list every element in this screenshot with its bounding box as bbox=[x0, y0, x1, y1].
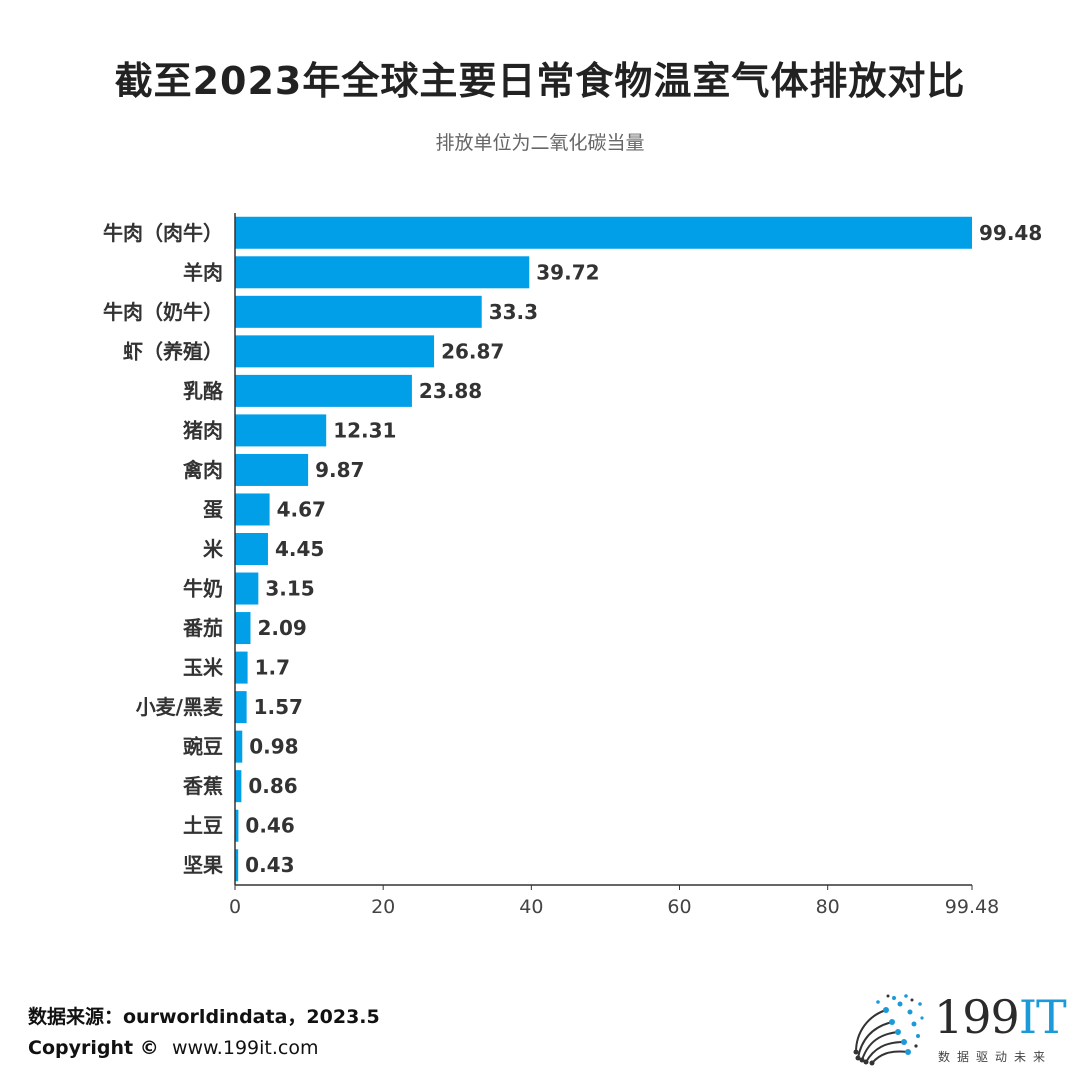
category-label: 米 bbox=[203, 537, 224, 561]
chart-title: 截至2023年全球主要日常食物温室气体排放对比 bbox=[114, 59, 966, 103]
category-label: 虾（养殖） bbox=[123, 339, 223, 363]
logo-wordmark-letters: IT bbox=[1018, 990, 1067, 1044]
category-label: 香蕉 bbox=[183, 774, 223, 798]
bar bbox=[235, 770, 242, 803]
data-label: 1.7 bbox=[255, 656, 290, 680]
x-tick-label: 99.48 bbox=[945, 896, 999, 918]
data-label: 23.88 bbox=[419, 379, 482, 403]
bar-chart: 牛肉（肉牛） 99.48 羊肉 39.72 牛肉（奶牛） 33.3 虾（养殖） 26.87 乳酪… bbox=[103, 213, 1042, 918]
data-label: 0.43 bbox=[245, 853, 294, 877]
bar bbox=[235, 216, 972, 249]
bar bbox=[235, 256, 530, 289]
bar bbox=[235, 493, 270, 526]
category-label: 蛋 bbox=[203, 497, 223, 521]
copyright-line: Copyright © www.199it.com bbox=[28, 1037, 318, 1059]
category-label: 土豆 bbox=[183, 814, 223, 838]
category-label: 牛肉（奶牛） bbox=[103, 300, 223, 324]
data-label: 3.15 bbox=[265, 577, 314, 601]
category-label: 羊肉 bbox=[183, 260, 223, 284]
data-label: 33.3 bbox=[489, 300, 538, 324]
category-label: 坚果 bbox=[183, 853, 223, 877]
data-label: 0.46 bbox=[245, 814, 294, 838]
data-label: 4.67 bbox=[277, 497, 326, 521]
bar bbox=[235, 849, 239, 882]
category-label: 猪肉 bbox=[183, 418, 223, 442]
copyright-site: www.199it.com bbox=[171, 1037, 319, 1059]
bar bbox=[235, 374, 412, 407]
logo-tagline: 数据驱动未来 bbox=[938, 1050, 1053, 1064]
data-label: 39.72 bbox=[536, 260, 599, 284]
bar bbox=[235, 414, 327, 447]
data-label: 4.45 bbox=[275, 537, 324, 561]
category-label: 乳酪 bbox=[183, 379, 224, 403]
bar bbox=[235, 730, 243, 763]
category-label: 豌豆 bbox=[183, 735, 223, 759]
data-label: 0.86 bbox=[248, 774, 297, 798]
data-label: 12.31 bbox=[333, 418, 396, 442]
x-tick-label: 60 bbox=[667, 896, 691, 918]
bar bbox=[235, 295, 482, 328]
x-tick-label: 0 bbox=[229, 896, 241, 918]
data-label: 26.87 bbox=[441, 339, 504, 363]
data-source-note: 数据来源：ourworldindata，2023.5 bbox=[28, 1006, 380, 1028]
category-label: 牛奶 bbox=[183, 577, 223, 601]
bar bbox=[235, 453, 309, 486]
logo-wordmark-digits: 199 bbox=[934, 990, 1020, 1044]
x-tick-label: 20 bbox=[371, 896, 395, 918]
bar bbox=[235, 651, 248, 684]
bar bbox=[235, 612, 251, 645]
logo-wordmark: 199IT bbox=[934, 990, 1067, 1044]
category-label: 禽肉 bbox=[182, 458, 223, 482]
dot-network-logo-icon bbox=[853, 994, 924, 1066]
category-label: 玉米 bbox=[183, 656, 224, 680]
copyright-label: Copyright © bbox=[28, 1037, 159, 1059]
x-tick-label: 40 bbox=[519, 896, 543, 918]
data-label: 0.98 bbox=[249, 735, 298, 759]
data-label: 9.87 bbox=[315, 458, 364, 482]
category-label: 番茄 bbox=[182, 616, 223, 640]
category-label: 牛肉（肉牛） bbox=[103, 221, 223, 245]
chart-subtitle: 排放单位为二氧化碳当量 bbox=[435, 132, 645, 154]
data-label: 99.48 bbox=[979, 221, 1042, 245]
bar bbox=[235, 572, 259, 605]
category-label: 小麦/黑麦 bbox=[136, 695, 224, 719]
bar bbox=[235, 335, 435, 368]
data-label: 1.57 bbox=[254, 695, 303, 719]
bar bbox=[235, 809, 239, 842]
bar bbox=[235, 533, 268, 565]
bar bbox=[235, 691, 247, 724]
data-label: 2.09 bbox=[257, 616, 306, 640]
x-tick-label: 80 bbox=[816, 896, 840, 918]
brand-logo: 199IT 数据驱动未来 bbox=[848, 990, 1067, 1068]
